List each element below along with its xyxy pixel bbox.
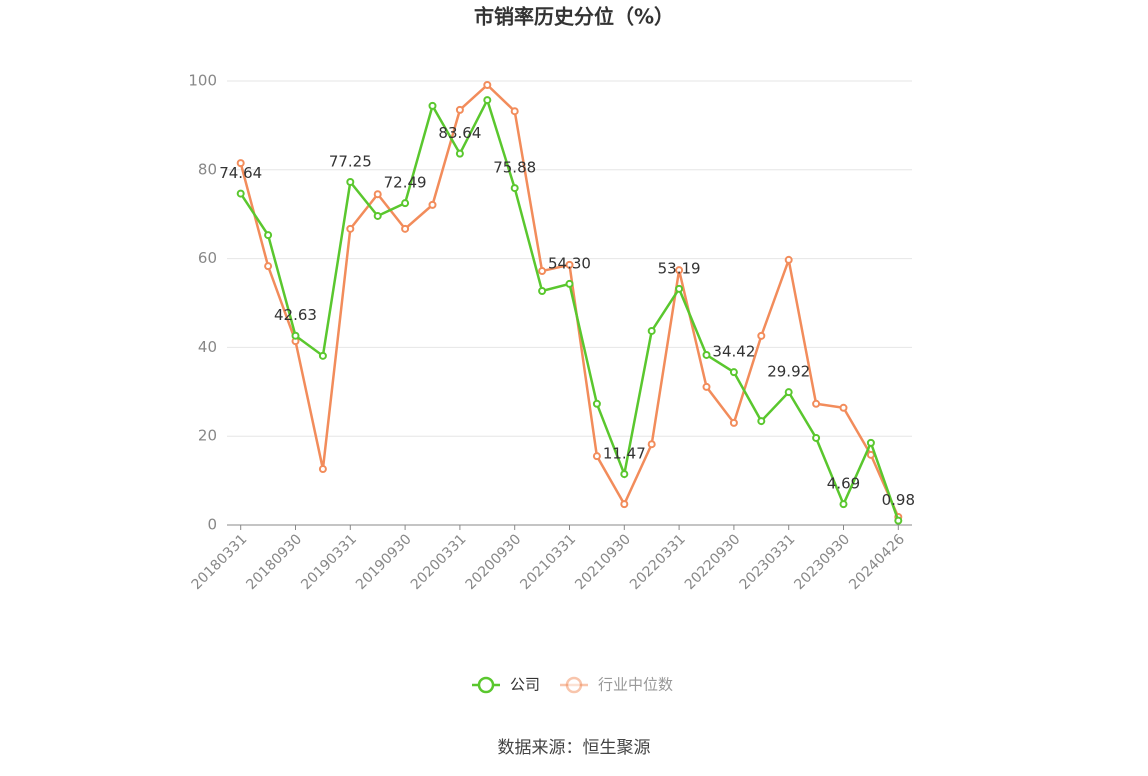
x-tick-label: 20190930 (353, 531, 415, 593)
point (346, 224, 355, 233)
point (455, 105, 464, 114)
data-label: 83.64 (438, 124, 481, 142)
point (702, 382, 711, 391)
data-label: 75.88 (493, 159, 536, 177)
y-tick-label: 100 (188, 72, 217, 90)
point (592, 399, 601, 408)
point (592, 452, 601, 461)
legend-label: 行业中位数 (598, 676, 673, 694)
data-label: 34.42 (712, 343, 755, 361)
point (236, 159, 245, 168)
point (839, 500, 848, 509)
source: 数据来源：恒生聚源 (498, 738, 651, 758)
point (729, 418, 738, 427)
point (757, 417, 766, 426)
point (318, 465, 327, 474)
point (812, 433, 821, 442)
legend-marker (565, 676, 583, 694)
data-label: 4.69 (827, 475, 860, 493)
point (839, 403, 848, 412)
point (647, 326, 656, 335)
x-tick-label: 20210331 (517, 531, 579, 593)
y-tick-label: 80 (198, 160, 217, 178)
point (483, 80, 492, 89)
point (866, 438, 875, 447)
y-tick-label: 40 (198, 338, 217, 356)
data-label: 29.92 (767, 363, 810, 381)
data-label: 74.64 (219, 164, 262, 182)
point (318, 351, 327, 360)
point (510, 107, 519, 116)
point (538, 267, 547, 276)
data-label: 72.49 (384, 174, 427, 192)
point (620, 500, 629, 509)
x-tick-label: 20200331 (408, 531, 470, 593)
point (346, 178, 355, 187)
point (784, 388, 793, 397)
point (894, 516, 903, 525)
point (236, 189, 245, 198)
series-line (239, 83, 900, 518)
x-tick-label: 20180930 (243, 531, 305, 593)
data-label: 54.30 (548, 254, 591, 272)
point (784, 255, 793, 264)
data-label: 77.25 (329, 153, 372, 171)
x-tick-label: 20200930 (463, 531, 525, 593)
point (401, 199, 410, 208)
point (538, 287, 547, 296)
point (373, 190, 382, 199)
point (428, 101, 437, 110)
data-label: 53.19 (658, 259, 701, 277)
point (812, 399, 821, 408)
point (264, 262, 273, 271)
point (757, 331, 766, 340)
x-tick-label: 20220331 (627, 531, 689, 593)
point (428, 200, 437, 209)
point (702, 350, 711, 359)
point (510, 184, 519, 193)
data-label: 0.98 (882, 491, 915, 509)
x-tick-label: 20180331 (189, 531, 251, 593)
point (729, 368, 738, 377)
point (455, 149, 464, 158)
chart-title: 市销率历史分位（%） (474, 5, 674, 29)
point (647, 440, 656, 449)
point (401, 224, 410, 233)
point (565, 260, 574, 269)
x-tick-label: 20230331 (737, 531, 799, 593)
point (373, 211, 382, 220)
point (675, 266, 684, 275)
data-label: 42.63 (274, 306, 317, 324)
y-tick-label: 0 (207, 516, 217, 534)
x-tick-label: 20210930 (572, 531, 634, 593)
legend-marker (477, 676, 495, 694)
legend-label: 公司 (510, 676, 540, 694)
data-label: 11.47 (603, 445, 646, 463)
y-tick-label: 60 (198, 249, 217, 267)
x-tick-label: 20230930 (791, 531, 853, 593)
point (483, 96, 492, 105)
point (291, 331, 300, 340)
x-tick-label: 20220930 (682, 531, 744, 593)
point (565, 279, 574, 288)
point (264, 231, 273, 240)
point (620, 470, 629, 479)
y-tick-label: 20 (198, 427, 217, 445)
point (866, 450, 875, 459)
point (675, 284, 684, 293)
x-tick-label: 20240426 (846, 531, 908, 593)
x-tick-label: 20190331 (298, 531, 360, 593)
